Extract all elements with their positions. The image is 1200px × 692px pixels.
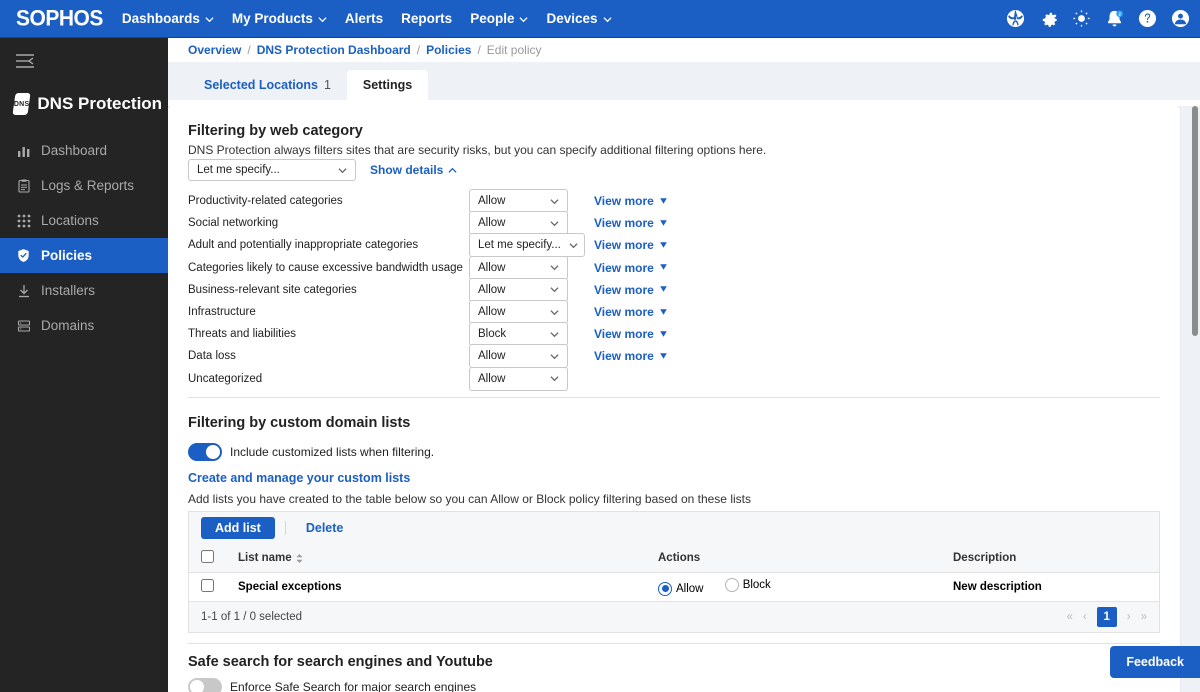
svg-text:2: 2 bbox=[1118, 11, 1121, 17]
